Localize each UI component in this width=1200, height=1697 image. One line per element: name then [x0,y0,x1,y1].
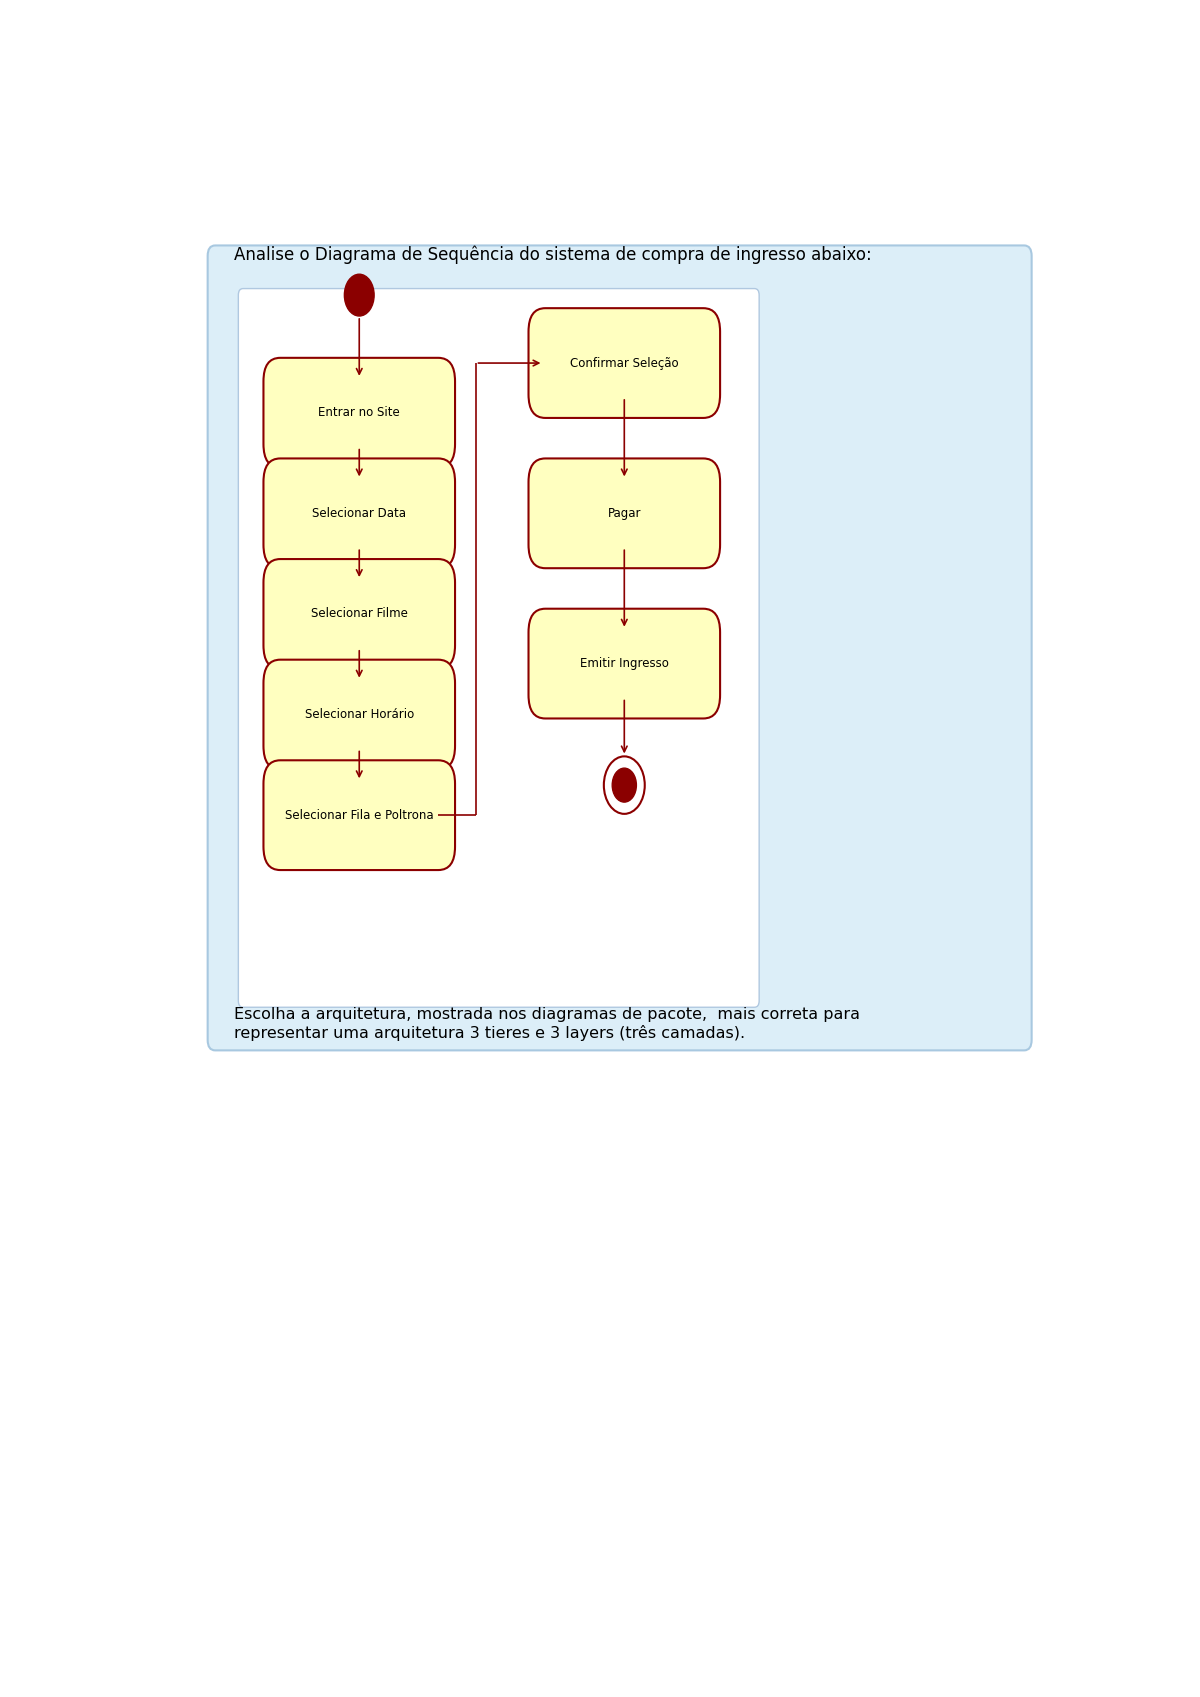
Text: Selecionar Filme: Selecionar Filme [311,608,408,621]
Text: Pagar: Pagar [607,507,641,519]
FancyBboxPatch shape [264,358,455,468]
FancyBboxPatch shape [208,246,1032,1050]
FancyBboxPatch shape [239,288,760,1008]
FancyBboxPatch shape [528,609,720,718]
Circle shape [344,275,374,316]
FancyBboxPatch shape [264,760,455,871]
FancyBboxPatch shape [528,458,720,568]
FancyBboxPatch shape [264,660,455,769]
Circle shape [604,757,644,815]
Text: Selecionar Horário: Selecionar Horário [305,708,414,721]
Text: Analise o Diagrama de Sequência do sistema de compra de ingresso abaixo:: Analise o Diagrama de Sequência do siste… [234,246,871,265]
FancyBboxPatch shape [528,309,720,417]
Text: Emitir Ingresso: Emitir Ingresso [580,657,668,670]
FancyBboxPatch shape [264,458,455,568]
Circle shape [612,769,636,803]
Text: Selecionar Data: Selecionar Data [312,507,407,519]
FancyBboxPatch shape [264,558,455,669]
Text: Entrar no Site: Entrar no Site [318,406,400,419]
Text: Confirmar Seleção: Confirmar Seleção [570,356,679,370]
Text: Escolha a arquitetura, mostrada nos diagramas de pacote,  mais correta para
repr: Escolha a arquitetura, mostrada nos diag… [234,1008,859,1040]
Text: Selecionar Fila e Poltrona: Selecionar Fila e Poltrona [284,809,433,821]
